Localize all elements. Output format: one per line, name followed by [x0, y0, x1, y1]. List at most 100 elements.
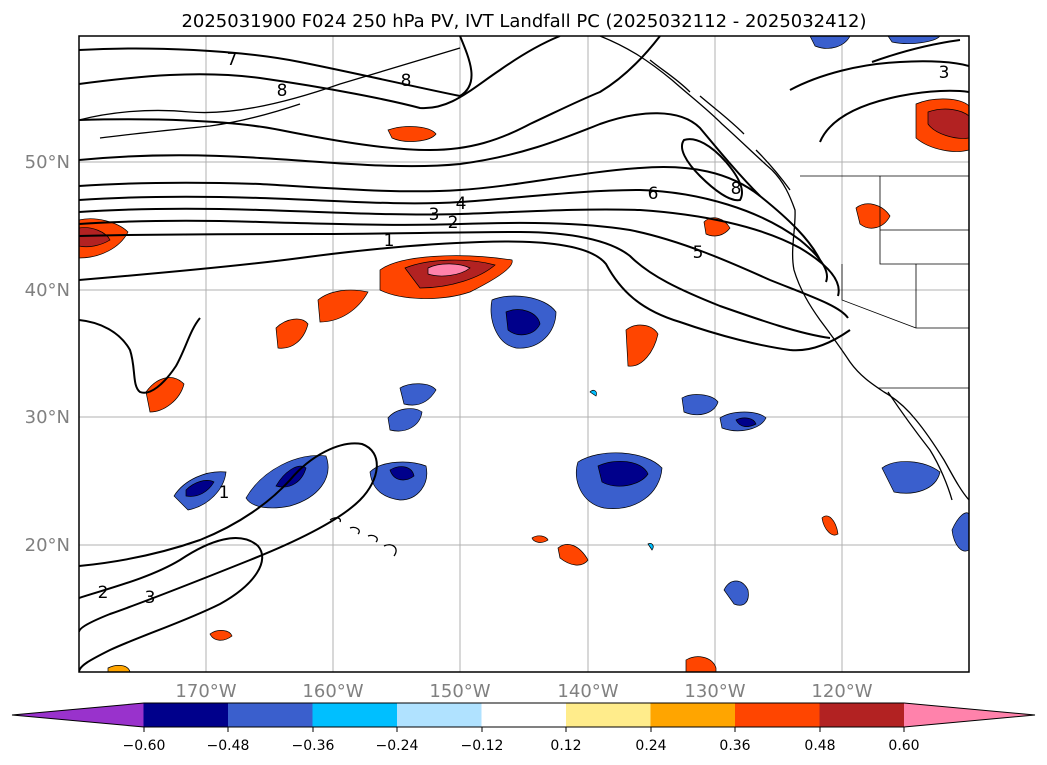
anomaly-negative	[589, 390, 597, 397]
anomaly-positive	[145, 377, 185, 413]
anomaly-negative	[399, 383, 437, 406]
coastline-baja	[887, 391, 953, 501]
contour-label: 1	[219, 483, 230, 503]
anomaly-positive	[531, 535, 549, 543]
colorbar-segment	[566, 703, 651, 727]
colorbar-tick-label: −0.12	[461, 738, 504, 754]
anomaly-positive	[79, 227, 111, 248]
colorbar-tick-label: −0.48	[207, 738, 250, 754]
gridlines	[79, 36, 969, 672]
contour-line	[819, 89, 969, 143]
colorbar-tick-label: 0.12	[550, 738, 581, 754]
colorbar-segment	[650, 703, 736, 727]
colorbar-tick-label: 0.48	[804, 738, 835, 754]
colorbar-segment	[312, 703, 398, 727]
contour-labels: 7 8 8 1 2 3 4 6 5 8 3 1 2 3	[98, 50, 950, 608]
contour-line	[79, 537, 264, 672]
anomaly-positive	[927, 108, 969, 139]
colorbar-segment	[143, 703, 229, 727]
colorbar-segment	[481, 703, 567, 727]
anomaly-positive	[209, 630, 233, 641]
colorbar-tick-labels: −0.60 −0.48 −0.36 −0.24 −0.12 0.12 0.24 …	[123, 738, 920, 754]
lon-label: 150°W	[429, 681, 490, 702]
contour-label: 6	[648, 184, 659, 204]
colorbar-tick-label: 0.60	[888, 738, 919, 754]
colorbar-tick-label: −0.36	[292, 738, 335, 754]
colorbar-segment	[228, 703, 313, 727]
contour-line	[789, 60, 969, 91]
map-background	[79, 36, 969, 672]
map-area: 7 8 8 1 2 3 4 6 5 8 3 1 2 3	[78, 35, 970, 673]
anomaly-negative	[387, 408, 423, 432]
figure-title: 2025031900 F024 250 hPa PV, IVT Landfall…	[181, 11, 866, 32]
contour-line	[79, 36, 473, 98]
lat-label: 20°N	[25, 535, 70, 556]
anomaly-negative	[185, 480, 215, 497]
contour-label: 5	[693, 243, 704, 263]
anomaly-positive	[855, 203, 891, 229]
contour-label: 8	[731, 179, 742, 199]
colorbar-ticks	[143, 727, 905, 732]
colorbar-segment	[735, 703, 820, 727]
anomaly-negative	[681, 394, 719, 416]
anomaly-negative	[723, 580, 749, 606]
anomaly-negative	[647, 543, 654, 551]
lon-label: 160°W	[302, 681, 363, 702]
anomaly-negative	[389, 466, 415, 481]
contour-label: 8	[401, 71, 412, 91]
colorbar: −0.60 −0.48 −0.36 −0.24 −0.12 0.12 0.24 …	[11, 702, 1036, 754]
contour-label: 3	[429, 205, 440, 225]
anomaly-positive	[821, 515, 839, 536]
contour-line	[79, 219, 849, 319]
anomaly-positive	[557, 544, 589, 566]
lat-label: 50°N	[25, 152, 70, 173]
contour-line	[681, 138, 744, 202]
anomaly-positive	[387, 126, 437, 142]
colorbar-extend-min	[12, 703, 144, 727]
anomaly-negative	[951, 512, 969, 552]
map-frame	[78, 35, 970, 673]
lon-label: 140°W	[557, 681, 618, 702]
contour-label: 1	[384, 231, 395, 251]
coastline-islands	[649, 59, 791, 191]
lon-label: 170°W	[175, 681, 236, 702]
contour-line	[79, 112, 761, 197]
political-borders	[800, 175, 969, 389]
contour-line	[79, 166, 821, 261]
contour-label: 2	[98, 583, 109, 603]
lat-label: 40°N	[25, 280, 70, 301]
lat-label: 30°N	[25, 407, 70, 428]
coastlines	[79, 36, 969, 557]
contour-line	[79, 207, 840, 297]
colorbar-extend-max	[904, 703, 1035, 727]
colorbar-segment	[819, 703, 905, 727]
contour-label: 2	[448, 213, 459, 233]
anomaly-positive	[625, 324, 659, 367]
contour-label: 3	[939, 63, 950, 83]
pv-negative-anomalies	[173, 36, 969, 606]
colorbar-segment	[397, 703, 482, 727]
anomaly-positive	[427, 263, 471, 277]
colorbar-tick-label: 0.24	[635, 738, 666, 754]
contour-lines	[79, 36, 969, 672]
contour-label: 7	[227, 50, 238, 70]
contour-line	[79, 230, 831, 339]
coastline-aleutians	[99, 103, 301, 139]
contour-line	[79, 188, 828, 283]
coastline-alaska	[79, 47, 461, 121]
border-states	[841, 176, 969, 329]
longitude-labels: 170°W 160°W 150°W 140°W 130°W 120°W	[175, 681, 872, 702]
lon-label: 120°W	[811, 681, 872, 702]
anomaly-negative	[735, 417, 757, 427]
anomaly-negative	[597, 460, 649, 487]
contour-line	[871, 39, 961, 63]
anomaly-positive	[275, 318, 309, 349]
contour-line	[79, 36, 661, 152]
contour-line	[79, 240, 851, 352]
contour-line	[79, 36, 561, 110]
latitude-labels: 50°N 40°N 30°N 20°N	[25, 152, 70, 556]
lon-label: 130°W	[684, 681, 745, 702]
colorbar-tick-label: −0.24	[376, 738, 419, 754]
anomaly-positive	[317, 289, 369, 323]
